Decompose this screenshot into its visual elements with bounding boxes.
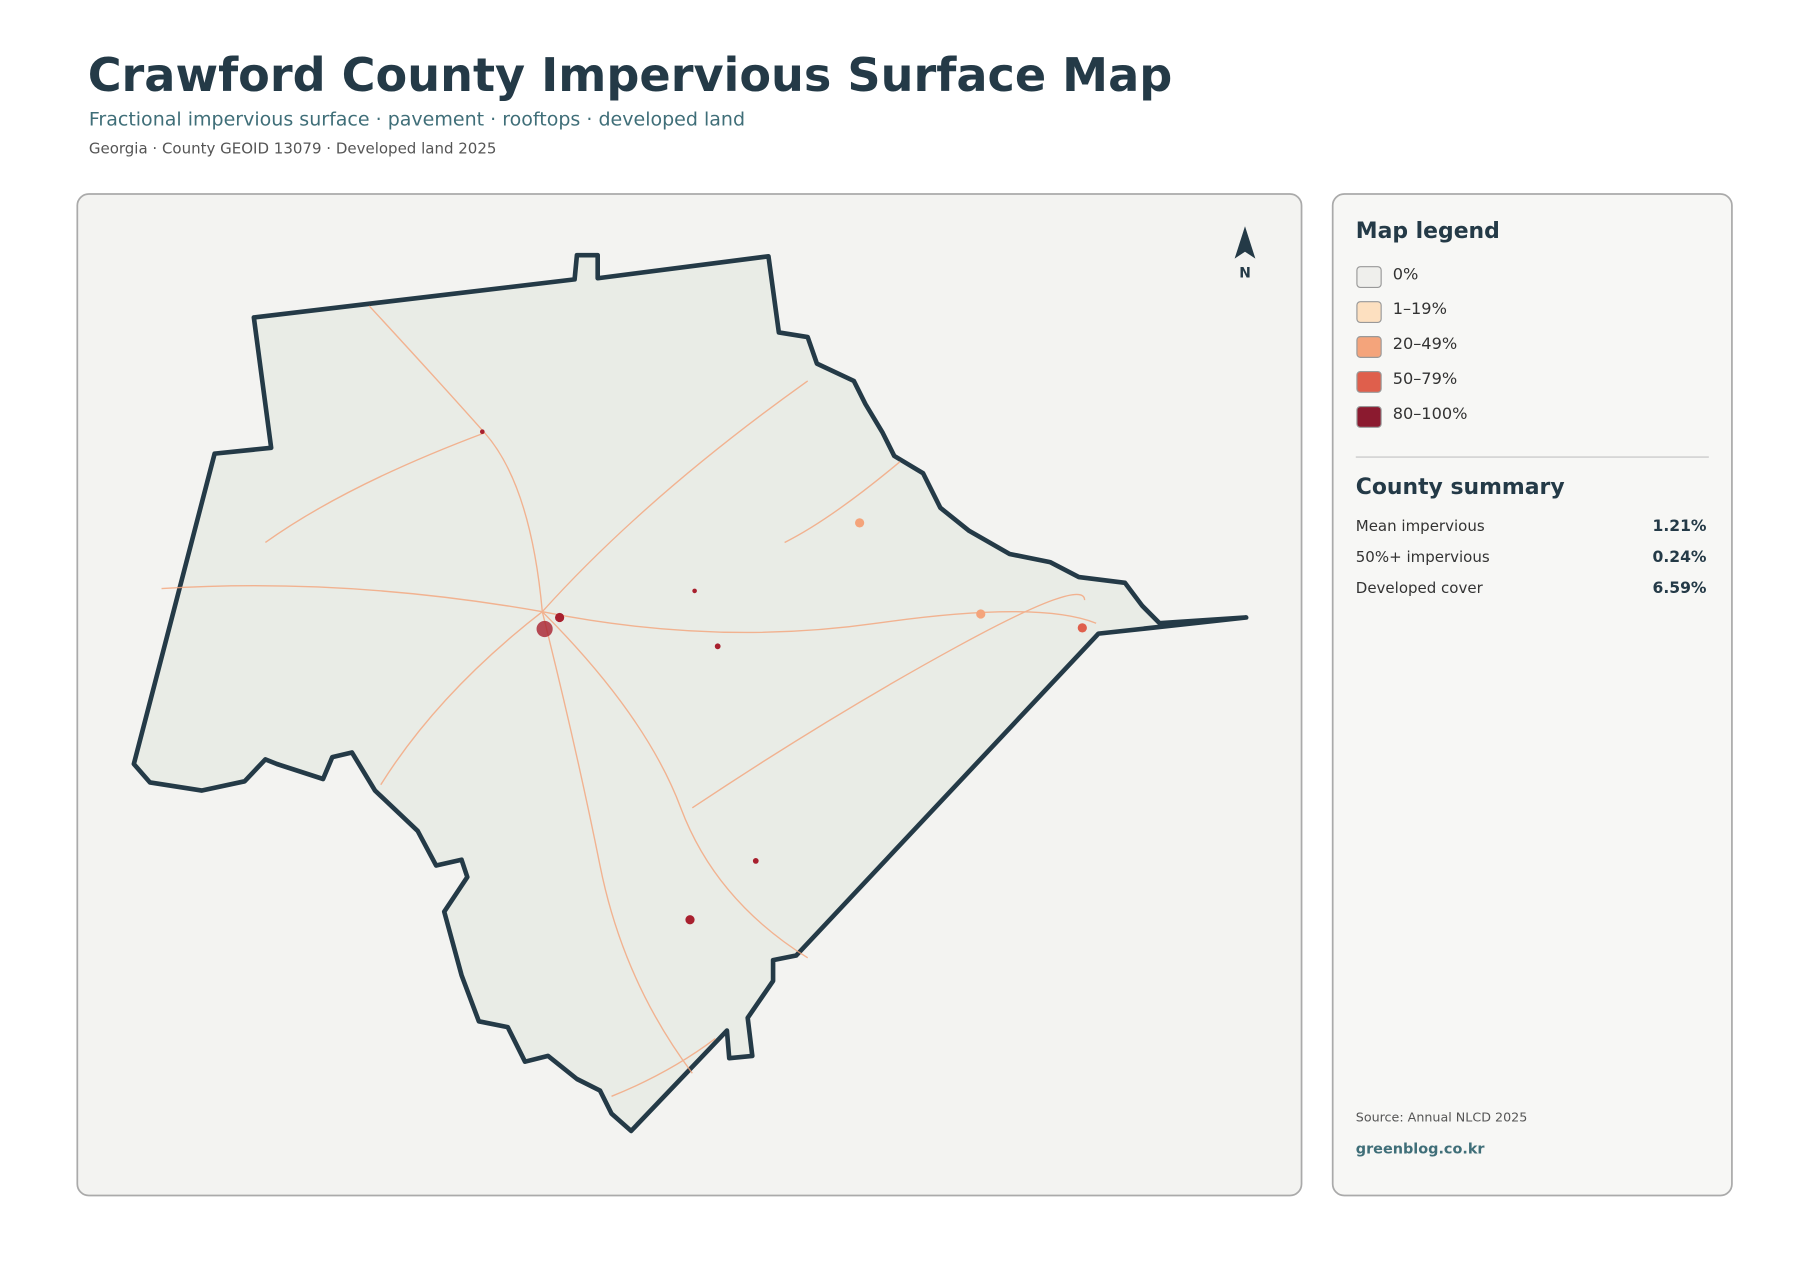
legend-swatch (1356, 405, 1382, 428)
legend-swatch (1356, 266, 1382, 289)
legend: 0% 1–19% 20–49% 50–79% 80–100% (1356, 264, 1468, 428)
subtitle: Fractional impervious surface · pavement… (89, 109, 745, 131)
summary-label: Mean impervious (1356, 517, 1485, 535)
legend-swatch (1356, 336, 1382, 358)
summary-label: Developed cover (1356, 579, 1484, 597)
legend-label: 1–19% (1393, 299, 1447, 318)
summary-value: 0.24% (1653, 548, 1707, 566)
credit: greenblog.co.kr (1356, 1141, 1486, 1157)
summary-value: 1.21% (1653, 517, 1707, 535)
source: Source: Annual NLCD 2025 (1356, 1110, 1528, 1125)
legend-label: 20–49% (1393, 334, 1457, 353)
title: Crawford County Impervious Surface Map (88, 48, 1173, 102)
side-panel (1331, 193, 1733, 1197)
roads (161, 305, 1097, 1097)
legend-swatch (1356, 370, 1382, 393)
legend-title: Map legend (1356, 219, 1500, 244)
summary-label: 50%+ impervious (1356, 548, 1490, 566)
legend-label: 50–79% (1393, 369, 1457, 388)
legend-label: 80–100% (1393, 404, 1468, 423)
meta: Georgia · County GEOID 13079 · Developed… (89, 140, 497, 158)
summary-value: 6.59% (1653, 579, 1707, 597)
county (131, 252, 1249, 1134)
summary-title: County summary (1356, 475, 1565, 500)
summary: Mean impervious 1.21% 50%+ impervious 0.24%… (1356, 517, 1707, 597)
legend-label: 0% (1393, 264, 1419, 283)
north-label: N (1239, 266, 1251, 282)
legend-swatch (1356, 301, 1382, 323)
urban-patches (480, 429, 1087, 925)
north-arrow (1234, 226, 1256, 259)
